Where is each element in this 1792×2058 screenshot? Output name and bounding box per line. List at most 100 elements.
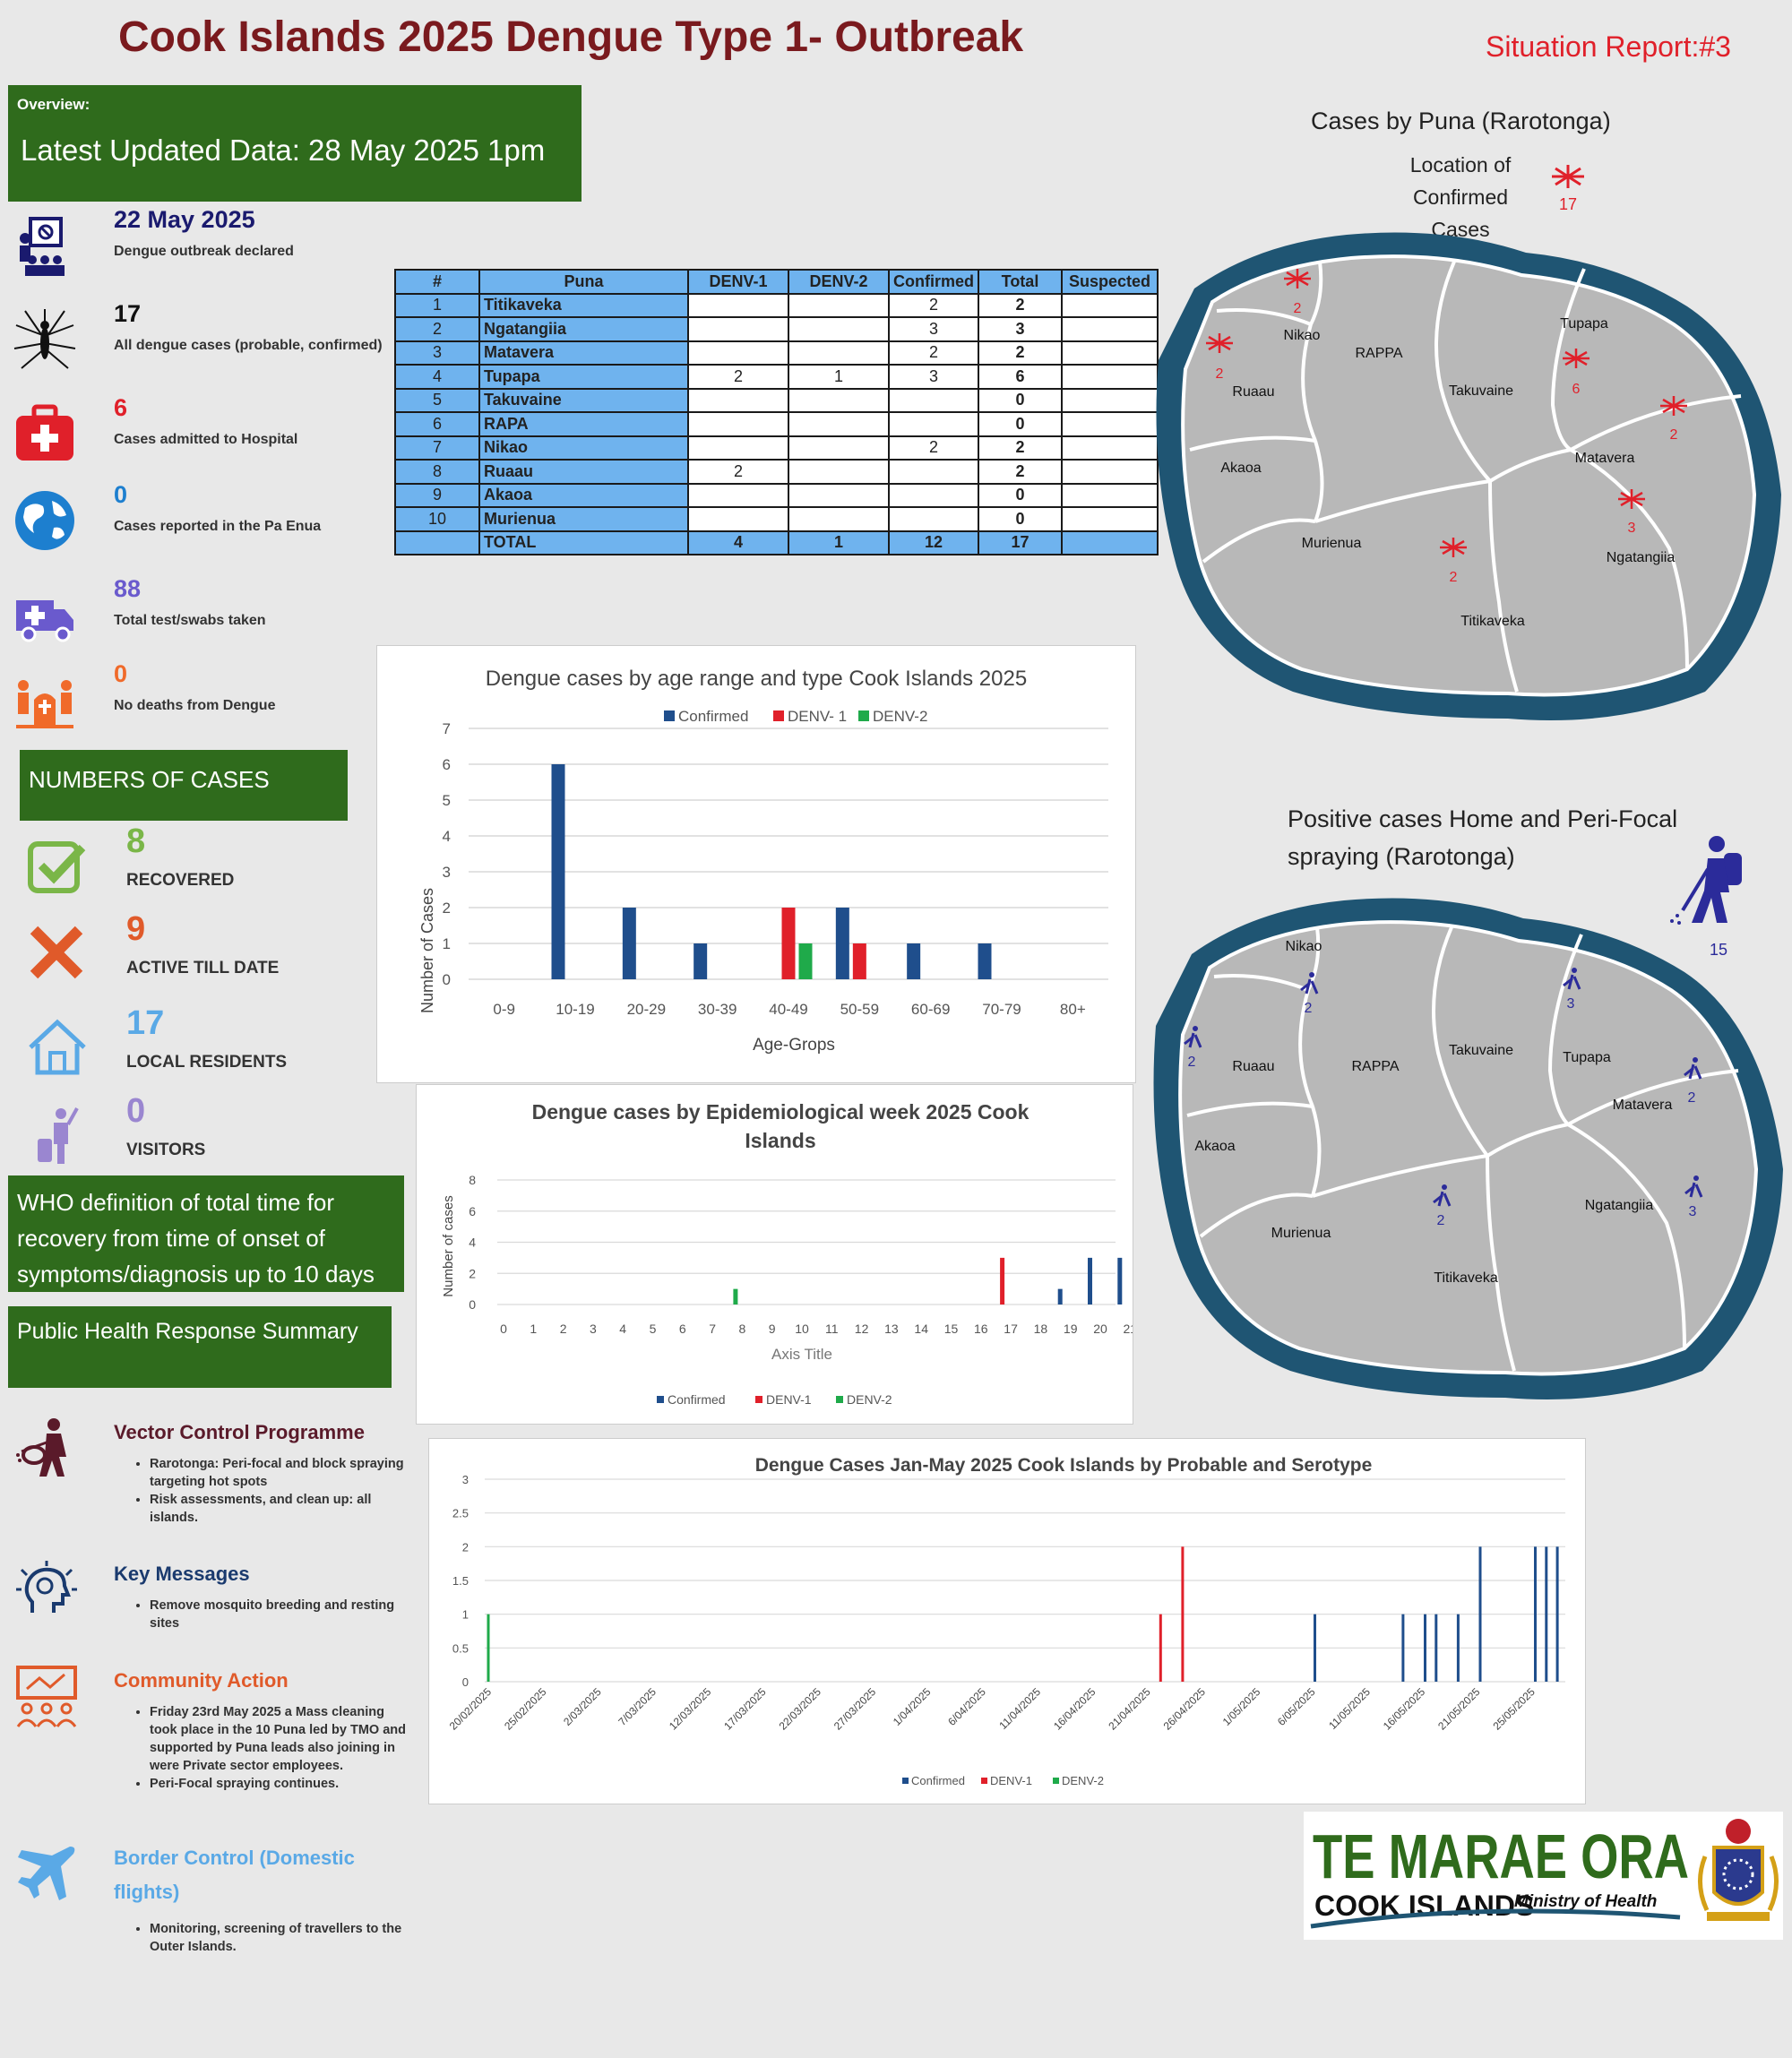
response-community-action: Community Action Friday 23rd May 2025 a … [0,1664,406,1807]
table-cell [687,292,789,318]
marker-count: 2 [1305,1001,1313,1016]
table-cell: 3 [888,364,979,390]
table-cell: 10 [394,506,480,532]
x-tick-label: 70-79 [982,1001,1021,1018]
logo-ministry-text: Ministry of Health [1514,1892,1657,1911]
table-cell: Tupapa [478,364,689,390]
y-tick-label: 0 [443,971,451,988]
bar-confirmed [1434,1614,1438,1682]
logo-sub-text: COOK ISLANDS [1314,1890,1534,1922]
table-row: 5 Takuvaine 0 [394,387,1159,413]
table-cell [788,506,890,532]
marker-count: 2 [1670,427,1678,443]
table-cell: 4 [687,530,789,555]
marker-count: 2 [1450,570,1458,585]
x-tick-label: 20/02/2025 [447,1685,495,1733]
marker-count: 3 [1567,996,1575,1012]
x-tick-label: 30-39 [698,1001,737,1018]
chart-y-axis-label: Number of Cases [418,888,436,1013]
legend-label: DENV-2 [1062,1774,1104,1787]
numbers-of-cases-label: NUMBERS OF CASES [29,766,270,793]
table-total-row: TOTAL 4 1 12 17 [394,530,1159,555]
table-cell: 1 [394,292,480,318]
legend-swatch [836,1396,843,1403]
legend-swatch [1053,1778,1059,1784]
table-cell [888,506,979,532]
response-title: Key Messages [114,1563,250,1585]
legend-label: Confirmed [678,708,748,725]
table-row: 2 Ngatangiia 3 3 [394,316,1159,342]
table-cell: 0 [978,482,1063,508]
marker-count: 3 [1628,521,1636,536]
map1-region-label: Tupapa [1560,316,1608,332]
table-header: Puna [478,269,689,295]
bar-confirmed [1424,1614,1426,1682]
response-title: Border Control (Domestic flights) [114,1847,355,1903]
bar-confirmed [1314,1614,1316,1682]
table-cell [687,316,789,342]
cases-by-puna-table: # Puna DENV-1 DENV-2 Confirmed Total Sus… [394,269,1159,555]
numbers-of-cases-heading: NUMBERS OF CASES [20,750,348,821]
legend-swatch [664,710,675,721]
table-cell: 2 [888,340,979,366]
table-cell: 1 [788,364,890,390]
table-cell: Titikaveka [478,292,689,318]
table-row: 3 Matavera 2 2 [394,340,1159,366]
table-cell: 17 [978,530,1063,555]
chart-x-axis-label: Age-Grops [753,1036,835,1055]
count-value: 0 [126,1092,146,1130]
y-tick-label: 4 [443,828,451,845]
x-tick-label: 6/05/2025 [1275,1685,1318,1728]
map1-legend-mosquito-icon: 17 [1552,165,1584,213]
y-tick-label: 1.5 [452,1574,469,1588]
legend-swatch [981,1778,987,1784]
map2-legend-sprayer-icon: 15 [1670,836,1742,959]
table-cell [788,482,890,508]
bar-confirmed [1088,1257,1092,1305]
x-tick-label: 2/03/2025 [561,1685,604,1728]
x-tick-label: 80+ [1060,1001,1086,1018]
table-cell: 3 [888,316,979,342]
x-tick-label: 11/05/2025 [1326,1685,1373,1732]
stat-value: 0 [114,481,128,508]
stat-admitted: 6 Cases admitted to Hospital [0,392,394,473]
airplane-icon [18,1847,75,1900]
bar-confirmed [835,908,849,979]
map2-region-label: Matavera [1613,1098,1673,1113]
map1-region-label: Ngatangiia [1607,550,1676,565]
legend-swatch [858,710,869,721]
bar-confirmed [622,908,636,979]
map1-legend-label: Location of Confirmed Cases [1380,149,1541,245]
bar-denv-2 [487,1614,490,1682]
x-tick-label: 1 [530,1322,537,1336]
legend-swatch [755,1396,762,1403]
map1-legend-count: 17 [1559,195,1577,213]
bar-confirmed [1534,1546,1537,1682]
legend-label: DENV-1 [990,1774,1032,1787]
map2-title: Positive cases Home and Peri-Focal spray… [1288,800,1677,875]
table-cell [1061,435,1159,461]
coat-of-arms-icon [1698,1819,1779,1921]
table-cell [888,459,979,485]
x-tick-label: 1/04/2025 [891,1685,934,1728]
chart-grid: 0 1 2 3 4 5 6 7 [443,720,1108,988]
table-cell [1061,316,1159,342]
count-label: VISITORS [126,1141,206,1159]
x-tick-label: 18 [1034,1322,1048,1336]
grave-icon [16,680,73,728]
bar-confirmed [1057,1288,1063,1305]
x-tick-label: 20-29 [627,1001,666,1018]
map2-region-label: RAPPA [1351,1059,1399,1074]
x-tick-label: 25/05/2025 [1490,1685,1538,1733]
sprayer-marker: 2 [1184,1026,1202,1070]
mosquito-icon [13,309,76,369]
table-cell: Ruaau [478,459,689,485]
table-cell [687,387,789,413]
stat-label: Dengue outbreak declared [114,244,294,259]
map2-region-labels: Nikao Ruaau RAPPA Takuvaine Tupapa Matav… [1194,939,1672,1286]
table-cell [1061,340,1159,366]
y-tick-label: 0 [469,1297,476,1312]
legend-label: Confirmed [911,1774,965,1787]
bar-denv-2 [798,943,813,979]
response-bullets: Monitoring, screening of travellers to t… [130,1920,409,1956]
